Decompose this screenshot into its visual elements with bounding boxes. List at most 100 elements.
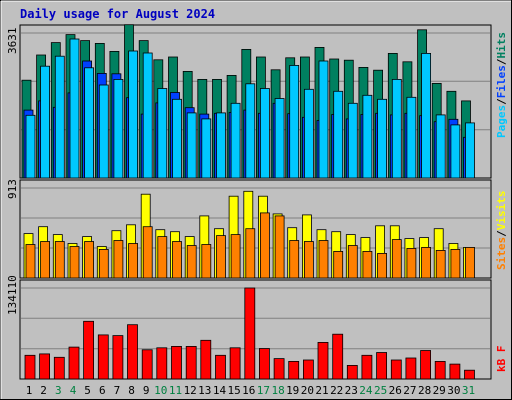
hits-bar-day-16 — [245, 83, 256, 179]
hits-bar-day-26 — [391, 79, 402, 179]
kbytes-bar-day-18 — [273, 358, 285, 380]
kbytes-bar-day-2 — [39, 353, 50, 380]
hits-bar-day-29 — [435, 114, 446, 179]
day-label-4: 4 — [70, 384, 77, 397]
legend-top: Pages/Files/Hits — [495, 32, 508, 138]
sites-bar-day-20 — [303, 241, 314, 279]
hits-bar-day-9 — [142, 52, 153, 179]
day-label-10: 10 — [154, 384, 167, 397]
sites-bar-day-25 — [377, 252, 388, 279]
sites-bar-day-1 — [25, 244, 36, 279]
kbytes-bar-day-28 — [420, 350, 432, 380]
hits-bar-day-1 — [25, 114, 36, 179]
day-label-24: 24 — [359, 384, 373, 397]
kbytes-bar-day-15 — [229, 347, 241, 380]
sites-bar-day-5 — [84, 241, 94, 279]
kbytes-bar-day-12 — [185, 345, 197, 380]
visits-ymax-label: 913 — [6, 179, 19, 199]
kbytes-bar-day-10 — [156, 347, 168, 380]
legend-kbytes: kB F — [495, 346, 508, 373]
kbytes-bar-day-27 — [405, 357, 417, 380]
hits-bar-day-7 — [113, 79, 124, 179]
kbytes-bar-day-30 — [449, 363, 461, 380]
sites-bar-day-31 — [465, 246, 475, 279]
sites-bar-day-14 — [216, 235, 226, 279]
kbytes-bar-day-20 — [302, 359, 314, 380]
day-label-1: 1 — [26, 384, 33, 397]
day-label-23: 23 — [345, 384, 358, 397]
hits-bar-day-18 — [274, 98, 285, 179]
hits-bar-day-30 — [450, 124, 461, 179]
legend-pages: Pages — [495, 105, 508, 138]
day-label-5: 5 — [84, 384, 91, 397]
legend-middle: Sites/Visits — [495, 191, 508, 271]
hits-bar-day-8 — [128, 50, 139, 179]
kbytes-bar-day-14 — [215, 354, 226, 380]
day-label-7: 7 — [114, 384, 121, 397]
day-label-13: 13 — [198, 384, 211, 397]
sites-bar-day-17 — [259, 212, 270, 279]
chart-title: Daily usage for August 2024 — [20, 7, 215, 21]
hits-bar-day-14 — [216, 112, 226, 179]
legend-sep-1: / — [495, 98, 508, 105]
day-label-2: 2 — [40, 384, 47, 397]
sites-bar-day-24 — [362, 250, 373, 279]
sites-bar-day-12 — [186, 245, 197, 279]
day-label-25: 25 — [374, 384, 387, 397]
kbytes-bar-day-21 — [317, 341, 329, 380]
hits-bar-day-31 — [465, 122, 475, 179]
kbytes-bar-day-11 — [171, 345, 182, 380]
sites-bar-day-22 — [333, 250, 344, 279]
day-label-3: 3 — [55, 384, 62, 397]
sites-bar-day-7 — [113, 240, 124, 279]
legend-sep-3: / — [495, 230, 508, 237]
svg-text:kB F: kB F — [495, 346, 508, 373]
svg-text:Sites/Visits: Sites/Visits — [495, 191, 508, 271]
hits-bar-day-17 — [259, 88, 270, 179]
hits-bar-day-12 — [186, 112, 197, 179]
day-label-31: 31 — [462, 384, 475, 397]
hits-bar-day-6 — [98, 84, 109, 179]
kbytes-bar-day-7 — [112, 335, 124, 380]
kbytes-bar-day-6 — [97, 334, 109, 380]
sites-bar-day-19 — [289, 240, 300, 279]
hits-bar-day-19 — [289, 65, 300, 179]
legend-sites: Sites — [495, 237, 508, 270]
hits-bar-day-15 — [230, 102, 241, 179]
kbytes-bar-day-3 — [53, 356, 65, 380]
day-label-28: 28 — [418, 384, 431, 397]
kbytes-bar-day-9 — [141, 349, 153, 380]
hits-bar-day-3 — [54, 55, 65, 179]
day-label-27: 27 — [403, 384, 416, 397]
sites-bar-day-9 — [142, 226, 153, 279]
day-label-22: 22 — [330, 384, 343, 397]
hits-bar-day-4 — [69, 38, 80, 179]
kbytes-bar-day-23 — [346, 364, 358, 380]
day-label-15: 15 — [227, 384, 240, 397]
hits-bar-day-27 — [406, 96, 417, 179]
hits-bar-day-11 — [172, 98, 182, 179]
sites-bar-day-6 — [98, 248, 109, 279]
kbytes-bar-day-17 — [258, 348, 270, 380]
hits-ymax-label: 3631 — [6, 28, 19, 55]
legend-bottom: kB F — [495, 346, 508, 373]
kbytes-bar-day-25 — [376, 352, 388, 380]
kbytes-bar-day-24 — [361, 354, 373, 380]
hits-bar-day-25 — [377, 98, 388, 179]
hits-bar-day-5 — [84, 67, 94, 179]
sites-bar-day-13 — [201, 244, 212, 279]
day-label-14: 14 — [213, 384, 227, 397]
day-label-11: 11 — [169, 384, 182, 397]
sites-bar-day-18 — [274, 215, 285, 279]
sites-bar-day-16 — [245, 228, 256, 279]
sites-bar-day-15 — [230, 234, 241, 279]
sites-bar-day-10 — [157, 236, 168, 279]
kbytes-bar-day-8 — [127, 324, 138, 380]
hits-bar-day-2 — [40, 65, 50, 179]
hits-bar-day-24 — [362, 94, 373, 179]
sites-bar-day-29 — [435, 249, 446, 279]
day-label-17: 17 — [257, 384, 270, 397]
hits-bar-day-21 — [318, 60, 329, 179]
kbytes-bar-day-19 — [288, 360, 300, 380]
